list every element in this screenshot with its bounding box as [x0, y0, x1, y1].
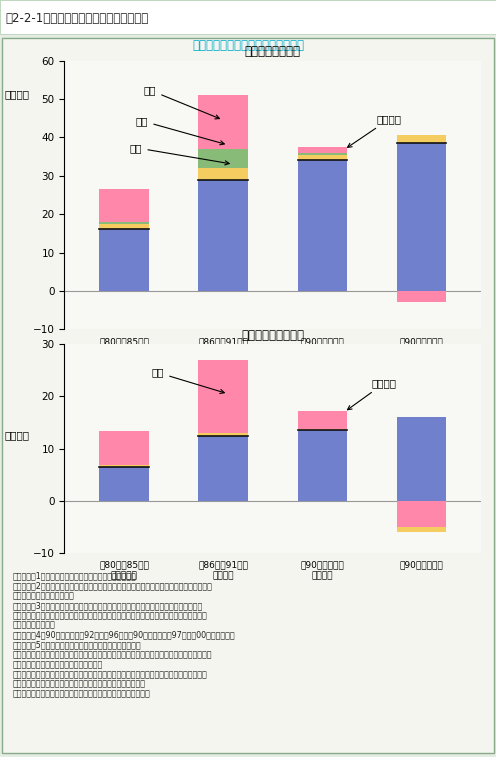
Bar — [298, 410, 347, 428]
Bar — [99, 229, 149, 291]
Text: 2．大企業とは資本金１億円以上、中小企業とは資本金１千万円以上１億円未満の: 2．大企業とは資本金１億円以上、中小企業とは資本金１千万円以上１億円未満の — [12, 581, 212, 590]
Bar — [298, 154, 347, 160]
Bar — [397, 136, 446, 143]
Bar — [99, 431, 149, 465]
Bar — [198, 360, 248, 433]
Text: 企業を指す。: 企業を指す。 — [12, 591, 74, 600]
Bar — [397, 143, 446, 291]
Text: いる。: いる。 — [12, 621, 55, 630]
Title: 大企業の資金調達: 大企業の資金調達 — [245, 45, 301, 58]
Text: ・「増資」＝「資本金」及び「資本準備金・利益準備金」の増減。利益準備金は: ・「増資」＝「資本金」及び「資本準備金・利益準備金」の増減。利益準備金は — [12, 670, 207, 679]
Text: 4．90年代前半とは92年度〜96年度、90年代後半とは97年度〜00年度を指す。: 4．90年代前半とは92年度〜96年度、90年代後半とは97年度〜00年度を指す… — [12, 631, 235, 640]
Text: 内部資金: 内部資金 — [348, 114, 402, 148]
Bar — [298, 147, 347, 153]
Text: 増資: 増資 — [130, 143, 229, 165]
Bar — [198, 149, 248, 168]
Bar — [397, 527, 446, 531]
FancyBboxPatch shape — [2, 38, 494, 753]
Bar — [99, 189, 149, 222]
Bar — [397, 291, 446, 302]
Text: 5．各項目の定義等については、以下のとおり。: 5．各項目の定義等については、以下のとおり。 — [12, 640, 141, 650]
Text: ・「借入金」＝「短期借入金」、「長期借入金」、「受取手形割引残高」の増減。: ・「借入金」＝「短期借入金」、「長期借入金」、「受取手形割引残高」の増減。 — [12, 650, 212, 659]
Text: 社債: 社債 — [136, 116, 224, 145]
Text: 第2-2-1図　大企業と中小企業の資金調達: 第2-2-1図 大企業と中小企業の資金調達 — [5, 12, 148, 26]
Text: ・「社債」＝「社債」の増減。: ・「社債」＝「社債」の増減。 — [12, 660, 103, 669]
Title: 中小企業の資金調達: 中小企業の資金調達 — [241, 329, 305, 342]
Bar — [198, 433, 248, 435]
Bar — [99, 222, 149, 224]
Bar — [397, 500, 446, 527]
Bar — [99, 467, 149, 500]
Bar — [198, 168, 248, 179]
Text: 中小企業の資金調達は借入れが中心: 中小企業の資金調達は借入れが中心 — [192, 39, 304, 52]
Text: 借入: 借入 — [152, 368, 224, 394]
Bar — [397, 417, 446, 500]
Bar — [298, 153, 347, 154]
Text: 内部資金: 内部資金 — [348, 378, 397, 410]
Bar — [198, 435, 248, 500]
Text: （兆円）: （兆円） — [5, 430, 30, 441]
Text: （兆円）: （兆円） — [5, 89, 30, 100]
Bar — [99, 224, 149, 229]
Text: （備考）　1．財務省「法人企業統計季報」により作成。: （備考） 1．財務省「法人企業統計季報」により作成。 — [12, 572, 136, 581]
Bar — [298, 430, 347, 500]
FancyBboxPatch shape — [0, 0, 496, 34]
Bar — [298, 428, 347, 430]
Bar — [198, 95, 248, 149]
Bar — [298, 160, 347, 291]
Text: ・「内部資金」＝「経常利益」／２＋「減価償却費」: ・「内部資金」＝「経常利益」／２＋「減価償却費」 — [12, 690, 150, 699]
Bar — [198, 179, 248, 291]
Text: 借入: 借入 — [144, 86, 219, 119]
Text: 「当期末値」を引いた４期累計をその年度の値とし、各年度の平均値をとって: 「当期末値」を引いた４期累計をその年度の値とし、各年度の平均値をとって — [12, 611, 207, 620]
Bar — [99, 465, 149, 467]
Text: 3．サンプル要因を除くため、それぞれその調査期における「前期末値」から: 3．サンプル要因を除くため、それぞれその調査期における「前期末値」から — [12, 601, 203, 610]
Text: 本来、内部留保項目である点には留意を要する。: 本来、内部留保項目である点には留意を要する。 — [12, 680, 145, 689]
